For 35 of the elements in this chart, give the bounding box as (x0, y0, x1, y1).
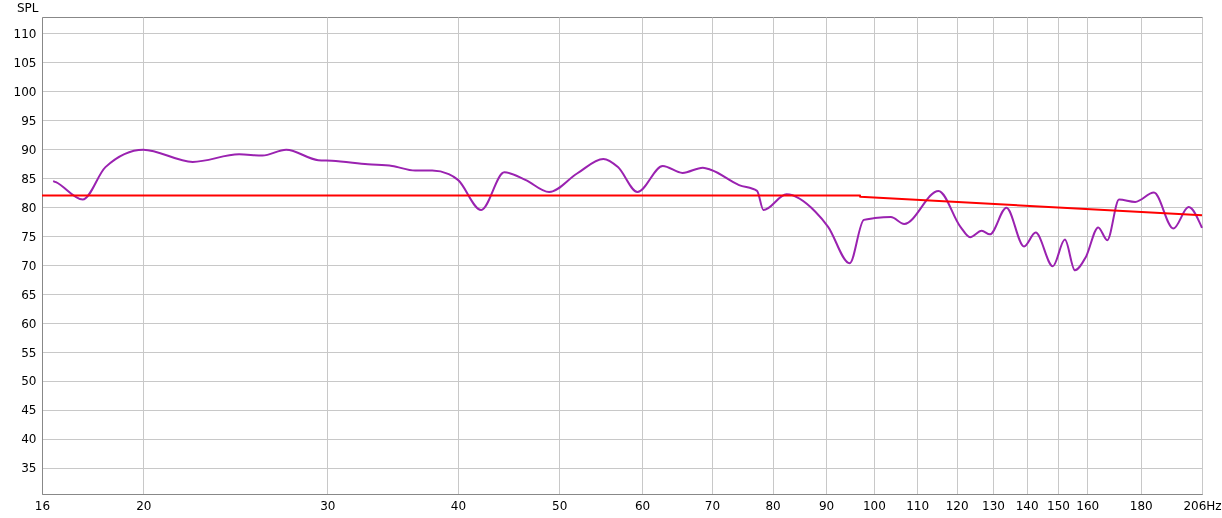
y-tick-label: 95 (21, 113, 37, 128)
y-tick-label: 35 (21, 461, 37, 476)
x-tick-label: 130 (982, 498, 1005, 513)
x-tick-label: 16 (34, 498, 51, 513)
y-tick-label: 65 (21, 287, 37, 302)
x-tick-label: 206Hz (1183, 498, 1222, 513)
x-tick-label: 80 (765, 498, 781, 513)
x-tick-label: 70 (704, 498, 721, 513)
x-tick-label: 30 (320, 498, 336, 513)
x-tick-label: 150 (1047, 498, 1070, 513)
y-axis-title: SPL (16, 0, 39, 15)
x-tick-label: 20 (136, 498, 152, 513)
y-tick-label: 40 (21, 432, 37, 447)
x-tick-label: 120 (945, 498, 969, 513)
x-tick-label: 140 (1015, 498, 1039, 513)
x-tick-label: 180 (1129, 498, 1153, 513)
y-tick-label: 50 (21, 374, 37, 389)
y-tick-label: 75 (21, 229, 37, 244)
x-tick-label: 60 (634, 498, 651, 513)
x-tick-label: 90 (818, 498, 835, 513)
y-tick-label: 85 (21, 171, 37, 186)
x-tick-label: 100 (862, 498, 886, 513)
y-tick-label: 100 (13, 84, 37, 99)
y-tick-label: 105 (13, 55, 37, 70)
y-tick-label: 45 (21, 403, 37, 418)
x-tick-label: 160 (1076, 498, 1100, 513)
y-tick-label: 60 (21, 316, 37, 331)
y-tick-label: 70 (21, 258, 37, 273)
y-tick-label: 55 (21, 345, 37, 360)
y-tick-label: 110 (13, 26, 37, 41)
y-tick-label: 90 (21, 142, 37, 157)
x-tick-label: 50 (552, 498, 568, 513)
y-tick-label: 80 (21, 200, 37, 215)
x-tick-label: 40 (450, 498, 467, 513)
x-tick-label: 110 (906, 498, 930, 513)
